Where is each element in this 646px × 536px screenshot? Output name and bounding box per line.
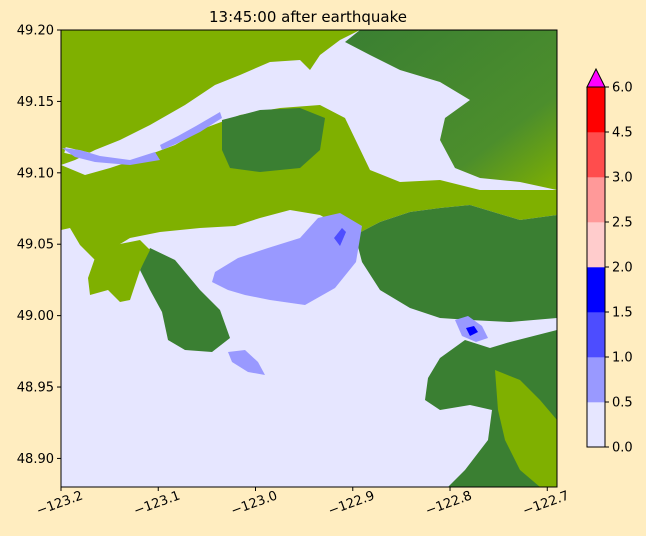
plot-area xyxy=(61,30,557,487)
colorbar-segment xyxy=(587,267,605,313)
colorbar-tick-label: 2.0 xyxy=(612,261,633,276)
land-upland-east xyxy=(355,205,557,322)
colorbar-extend-arrow xyxy=(586,67,606,88)
x-tick-label: −122.8 xyxy=(424,488,474,519)
flood-area-semiahmoo-deep xyxy=(466,326,478,336)
y-tick-label: 48.90 xyxy=(17,452,54,467)
land-upland-tsawwassen xyxy=(140,248,230,352)
colorbar-segment xyxy=(587,402,605,448)
colorbar-tick-label: 1.0 xyxy=(612,351,633,366)
y-tick-label: 49.00 xyxy=(17,309,54,324)
colorbar-segment xyxy=(587,87,605,133)
colorbar-segment xyxy=(587,357,605,403)
river-fraser-north-arm xyxy=(158,66,332,143)
y-tick-label: 49.10 xyxy=(17,166,54,181)
y-tick-label: 49.20 xyxy=(17,24,54,39)
x-tick-label: −122.7 xyxy=(521,488,571,519)
colorbar-segment xyxy=(587,222,605,268)
colorbar-segment xyxy=(587,132,605,178)
x-tick-label: −123.1 xyxy=(132,488,182,519)
y-axis: 48.90 48.95 49.00 49.05 49.10 49.15 49.20 xyxy=(17,24,61,467)
land-lowland-north xyxy=(61,30,360,165)
x-tick-label: −122.9 xyxy=(326,488,376,519)
land-lowland-southeast xyxy=(495,370,557,487)
x-tick-label: −123.0 xyxy=(229,488,279,519)
y-tick-label: 49.15 xyxy=(17,95,54,110)
land-upland-northeast xyxy=(345,30,557,190)
plot-frame xyxy=(60,29,558,488)
chart-title: 13:45:00 after earthquake xyxy=(209,8,407,26)
y-tick-label: 48.95 xyxy=(17,381,54,396)
flood-area-river-arm xyxy=(160,112,222,150)
land-strip-west xyxy=(88,240,150,302)
flood-area-boundary-bay xyxy=(212,213,362,305)
colorbar-tick-label: 6.0 xyxy=(612,81,633,96)
colorbar-segment xyxy=(587,312,605,358)
colorbar-tick-label: 4.5 xyxy=(612,126,633,141)
colorbar-tick-label: 3.0 xyxy=(612,171,633,186)
flood-area-south xyxy=(228,350,265,375)
colorbar-segment xyxy=(587,177,605,223)
flood-area-river-north xyxy=(62,148,160,165)
x-tick-label: −123.2 xyxy=(35,488,85,519)
colorbar-tick-label: 2.5 xyxy=(612,216,633,231)
colorbar-tick-label: 0.0 xyxy=(612,441,633,456)
y-tick-label: 49.05 xyxy=(17,238,54,253)
x-axis: −123.2 −123.1 −123.0 −122.9 −122.8 −122.7 xyxy=(35,487,571,519)
colorbar: 0.0 0.5 1.0 1.5 2.0 2.5 3.0 4.5 6.0 xyxy=(586,67,633,456)
flood-area-boundary-bay-deep xyxy=(334,228,346,246)
land-lowland-central xyxy=(61,105,557,260)
colorbar-tick-label: 0.5 xyxy=(612,396,633,411)
colorbar-tick-label: 1.5 xyxy=(612,306,633,321)
land-upland-central xyxy=(222,108,325,172)
